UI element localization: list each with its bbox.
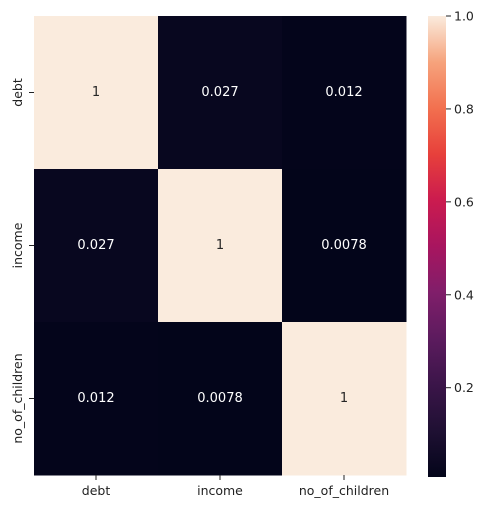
heatmap-cell-income-debt: [34, 169, 159, 323]
cell-value-label: 0.0078: [197, 391, 243, 406]
colorbar-tick-label: 0.6: [454, 194, 474, 209]
cell-value-label: 0.0078: [321, 238, 367, 253]
colorbar-tick-label: 1.0: [454, 9, 474, 24]
y-tick-label-no_of_children: no_of_children: [10, 353, 25, 443]
heatmap-cell-debt-income: [158, 16, 283, 170]
cell-value-label: 0.027: [201, 85, 238, 100]
colorbar-tick-label: 0.4: [454, 287, 474, 302]
x-tick-label-income: income: [197, 483, 243, 498]
x-tick-label-debt: debt: [82, 483, 111, 498]
heatmap-cell-debt-debt: [34, 16, 159, 170]
y-tick-label-income: income: [10, 222, 25, 268]
y-tick-label-debt: debt: [10, 78, 25, 107]
cell-value-label: 0.012: [77, 391, 114, 406]
heatmap-cell-income-no_of_children: [282, 169, 407, 323]
heatmap-cell-no_of_children-debt: [34, 322, 159, 476]
cell-value-label: 0.012: [325, 85, 362, 100]
cell-value-label: 0.027: [77, 238, 114, 253]
colorbar: 0.2 0.4 0.6 0.8 1.0: [428, 9, 474, 477]
colorbar-tick-label: 0.2: [454, 380, 474, 395]
x-tick-label-no_of_children: no_of_children: [299, 483, 389, 498]
cell-value-label: 1: [216, 238, 224, 253]
cell-value-label: 1: [340, 391, 348, 406]
colorbar-tick-label: 0.8: [454, 101, 474, 116]
cell-value-label: 1: [92, 85, 100, 100]
colorbar-gradient: [428, 16, 446, 477]
heatmap-cells: [34, 16, 407, 476]
heatmap-cell-no_of_children-income: [158, 322, 283, 476]
heatmap-cell-debt-no_of_children: [282, 16, 407, 170]
heatmap-axes: debt income no_of_childrendebtincomeno_of_…: [10, 78, 389, 498]
heatmap-cell-income-income: [158, 169, 283, 323]
heatmap-cell-labels: 1 0.027 0.012 0.027 1 0.0078 0.012 0.0078 1: [77, 85, 366, 406]
heatmap-cell-no_of_children-no_of_children: [282, 322, 407, 476]
